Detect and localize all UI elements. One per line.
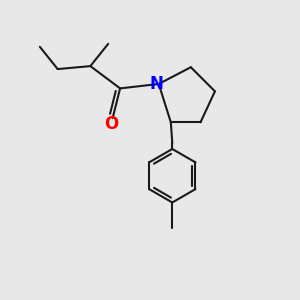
Text: O: O	[104, 115, 118, 133]
Text: N: N	[149, 75, 163, 93]
